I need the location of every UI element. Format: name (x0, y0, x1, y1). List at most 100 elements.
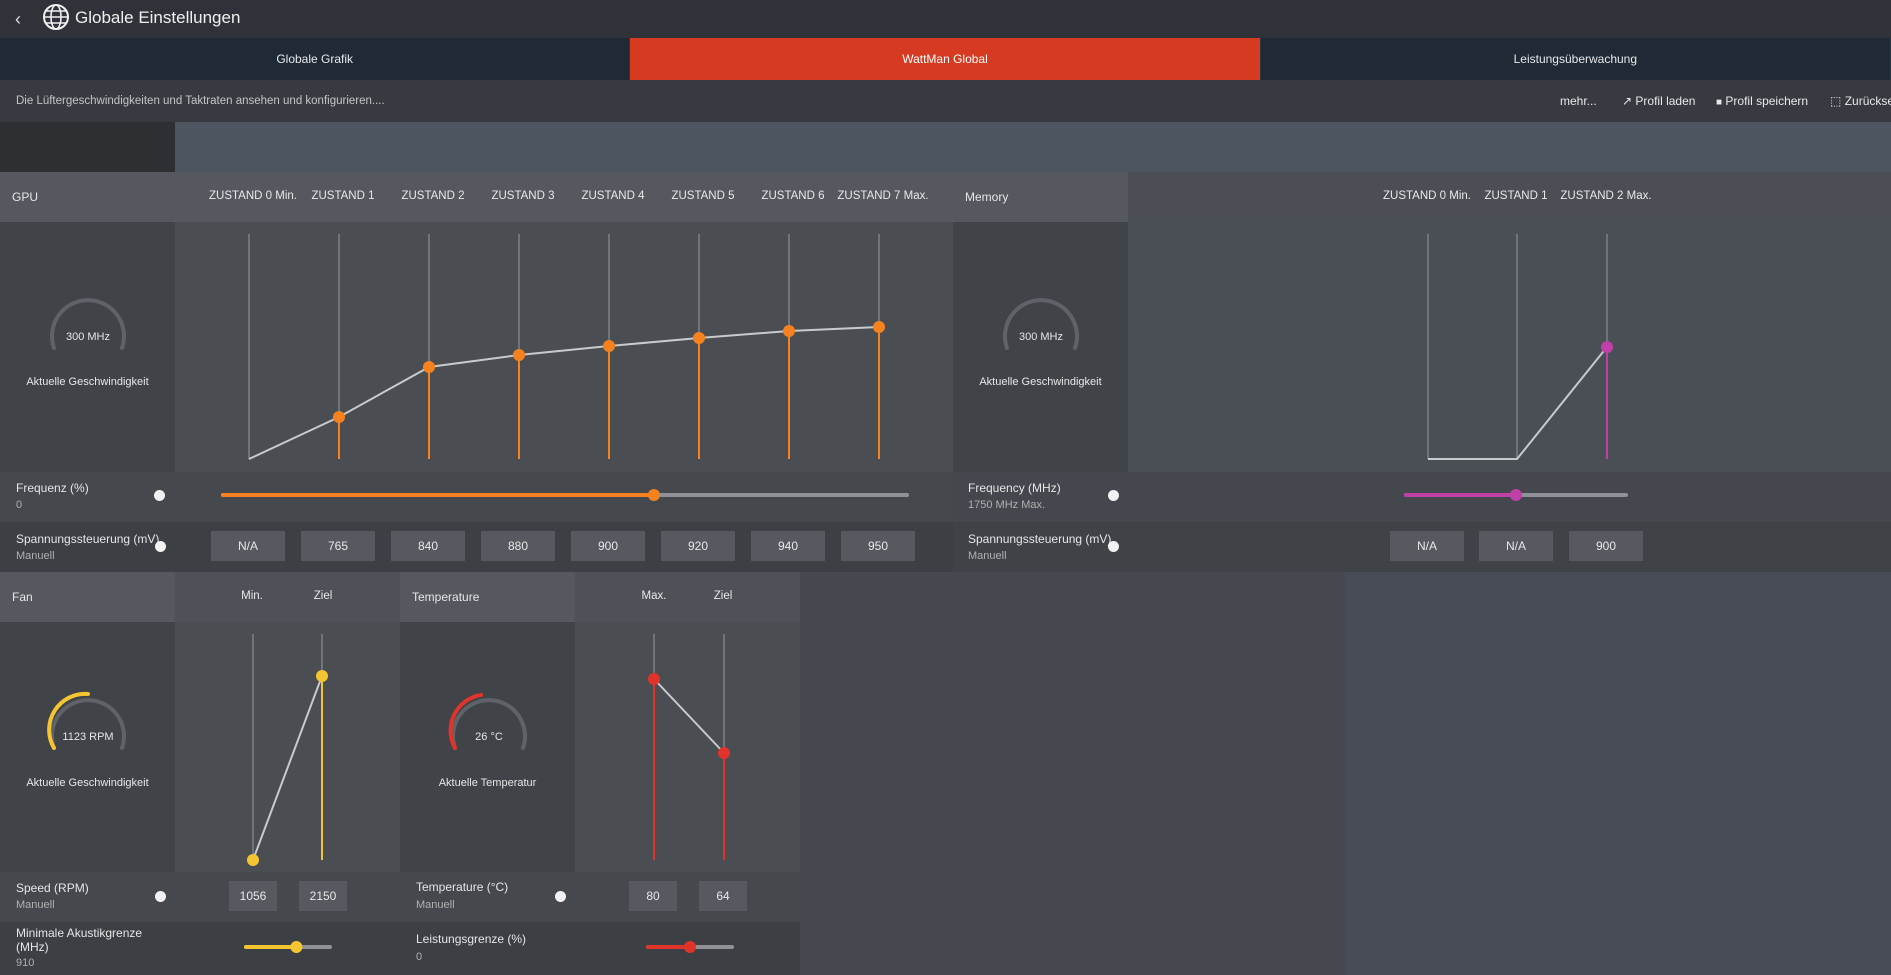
window-title: Globale Einstellungen (75, 8, 241, 27)
memory-gauge-panel (953, 222, 1128, 472)
memory-header (953, 172, 1128, 222)
power-limit-row (400, 922, 800, 975)
state-point[interactable] (783, 325, 795, 337)
slider-knob[interactable] (684, 941, 696, 953)
gpu-voltage-label: Spannungssteuerung (mV) (16, 532, 160, 546)
temperature-max-input[interactable]: 80 (629, 881, 677, 911)
fan-target-speed-input[interactable]: 2150 (299, 881, 347, 911)
gpu-voltage-input[interactable]: 940 (751, 531, 825, 561)
memory-frequency-toggle[interactable] (1108, 490, 1119, 501)
gpu-state-label: ZUSTAND 4 (581, 190, 645, 202)
gpu-voltage-input[interactable]: 765 (301, 531, 375, 561)
spacer-panel (0, 122, 175, 172)
gpu-frequency-value: 0 (16, 499, 23, 511)
fan-speed-label: Speed (RPM) (16, 881, 89, 895)
state-point[interactable] (603, 340, 615, 352)
more-link[interactable]: mehr... (1560, 94, 1597, 108)
sub-header (0, 80, 1891, 122)
share-arrow-icon: ↗ (1622, 94, 1633, 108)
power-limit-slider[interactable] (640, 937, 740, 957)
temperature-mode: Manuell (416, 899, 455, 911)
reset-button[interactable]: ⬚ Zurückse (1830, 94, 1891, 108)
fan-min-speed-input[interactable]: 1056 (229, 881, 277, 911)
save-profile-button[interactable]: ■ Profil speichern (1716, 94, 1808, 108)
memory-frequency-label: Frequency (MHz) (968, 481, 1061, 495)
gpu-state-chart[interactable] (175, 222, 953, 472)
gpu-gauge-label: Aktuelle Geschwindigkeit (26, 376, 149, 388)
memory-title: Memory (965, 190, 1009, 204)
fan-acoustic-slider[interactable] (238, 937, 338, 957)
save-profile-label: Profil speichern (1725, 94, 1809, 108)
temperature-cols-header (575, 572, 800, 622)
temperature-chart-area (575, 622, 800, 872)
slider-knob[interactable] (647, 489, 660, 501)
temperature-col-label: Ziel (713, 590, 733, 602)
gpu-voltage-input[interactable]: 880 (481, 531, 555, 561)
load-profile-button[interactable]: ↗ Profil laden (1622, 94, 1695, 108)
memory-state-chart[interactable] (1128, 222, 1891, 472)
gpu-voltage-input[interactable]: N/A (211, 531, 285, 561)
fan-col-label: Ziel (313, 590, 333, 602)
fan-gauge (47, 691, 126, 750)
gpu-voltage-input[interactable]: 900 (571, 531, 645, 561)
fan-acoustic-row (0, 922, 400, 975)
memory-state-label: ZUSTAND 1 (1484, 190, 1548, 202)
temperature-gauge-label: Aktuelle Temperatur (438, 777, 537, 789)
memory-voltage-toggle[interactable] (1108, 541, 1119, 552)
gpu-gauge (50, 298, 126, 350)
back-arrow-icon[interactable]: ‹ (15, 9, 21, 29)
temperature-target-input[interactable]: 64 (699, 881, 747, 911)
memory-voltage-input[interactable]: 900 (1569, 531, 1643, 561)
memory-states-header (1128, 172, 1891, 222)
slider-knob[interactable] (1510, 489, 1522, 501)
fan-acoustic-value: 910 (16, 957, 35, 969)
gpu-voltage-input[interactable]: 840 (391, 531, 465, 561)
memory-voltage-input[interactable]: N/A (1390, 531, 1464, 561)
memory-voltage-input[interactable]: N/A (1479, 531, 1553, 561)
tab-leistungsueberwachung[interactable]: Leistungsüberwachung (1261, 38, 1891, 80)
gpu-frequency-toggle[interactable] (154, 490, 165, 501)
state-point[interactable] (333, 411, 345, 423)
state-point[interactable] (423, 361, 435, 373)
tab-globale-grafik[interactable]: Globale Grafik (0, 38, 631, 80)
gpu-frequency-slider[interactable] (215, 485, 915, 507)
fan-curve-chart[interactable] (175, 622, 400, 872)
memory-voltage-label: Spannungssteuerung (mV) (968, 532, 1112, 546)
state-point[interactable] (316, 670, 328, 682)
gpu-state-label: ZUSTAND 7 Max. (837, 190, 929, 202)
gpu-state-label: ZUSTAND 6 (761, 190, 825, 202)
fan-speed-toggle[interactable] (155, 891, 166, 902)
state-point[interactable] (718, 747, 730, 759)
tab-bar: Globale Grafik WattMan Global Leistungsü… (0, 38, 1891, 80)
tab-wattman-global[interactable]: WattMan Global (630, 38, 1261, 80)
temperature-toggle[interactable] (555, 891, 566, 902)
fan-speed-mode: Manuell (16, 899, 55, 911)
gpu-voltage-toggle[interactable] (155, 541, 166, 552)
gpu-state-label: ZUSTAND 1 (311, 190, 375, 202)
state-point[interactable] (247, 854, 259, 866)
memory-chart-area (1128, 222, 1891, 472)
temperature-title: Temperature (412, 590, 480, 604)
gpu-voltage-input[interactable]: 950 (841, 531, 915, 561)
background-area-right (1345, 572, 1891, 975)
power-limit-label: Leistungsgrenze (%) (416, 932, 527, 946)
gpu-gauge-panel (0, 222, 175, 472)
state-point[interactable] (513, 349, 525, 361)
fan-chart-area (175, 622, 400, 872)
fan-gauge-value: 1123 RPM (62, 731, 114, 743)
temperature-curve-chart[interactable] (575, 622, 800, 872)
state-point[interactable] (693, 332, 705, 344)
description-text: Die Lüftergeschwindigkeiten und Taktrate… (16, 95, 385, 107)
state-curve-line (252, 675, 323, 861)
gpu-frequency-label: Frequenz (%) (16, 481, 89, 495)
gpu-voltage-input[interactable]: 920 (661, 531, 735, 561)
state-point[interactable] (873, 321, 885, 333)
gpu-voltage-mode: Manuell (16, 550, 55, 562)
slider-knob[interactable] (290, 941, 303, 953)
memory-gauge-label: Aktuelle Geschwindigkeit (979, 376, 1102, 388)
state-point[interactable] (1601, 341, 1613, 353)
memory-gauge-value: 300 MHz (1018, 331, 1064, 343)
state-point[interactable] (648, 673, 660, 685)
memory-frequency-slider[interactable] (1398, 485, 1634, 507)
load-profile-label: Profil laden (1635, 94, 1696, 108)
